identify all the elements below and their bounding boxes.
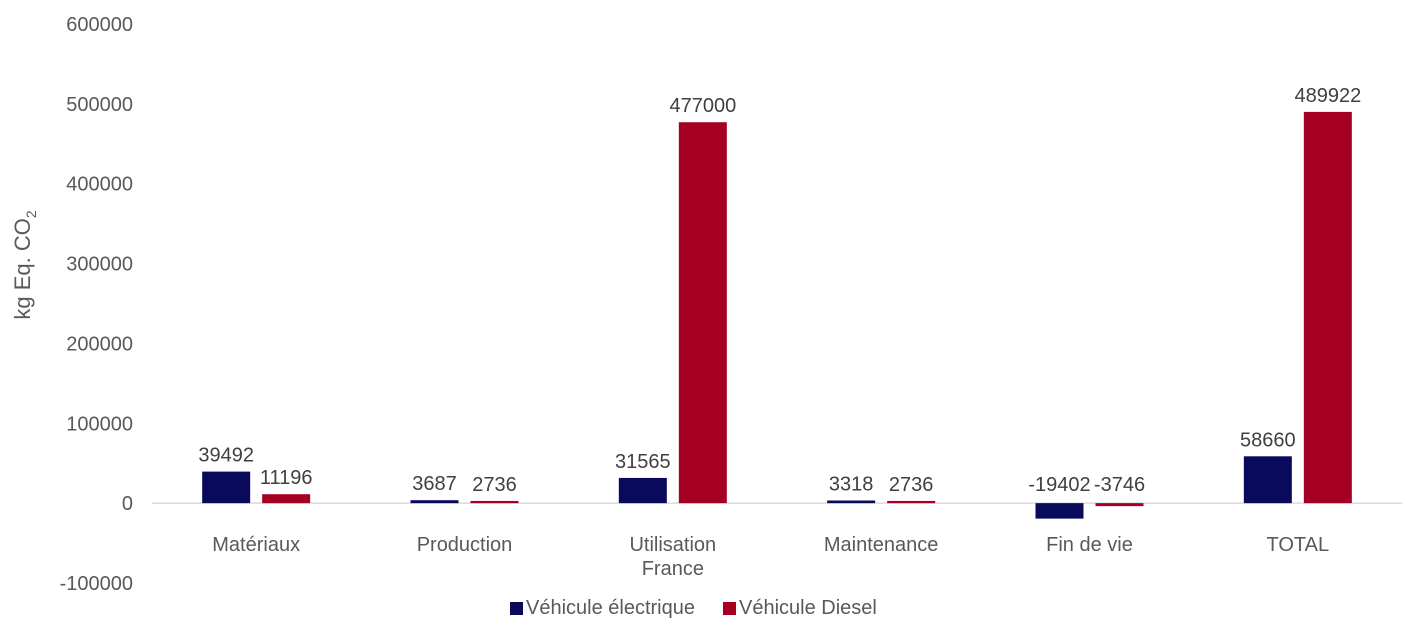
bar	[618, 477, 667, 504]
legend-label: Véhicule Diesel	[739, 597, 877, 619]
x-tick-label: Utilisation	[629, 534, 716, 556]
data-label: 489922	[1294, 85, 1361, 107]
y-tick-label: 100000	[66, 413, 133, 435]
legend: Véhicule électrique Véhicule Diesel	[510, 597, 877, 619]
y-tick-label: 600000	[66, 14, 133, 36]
data-label: 3687	[412, 473, 457, 495]
bar	[410, 500, 459, 504]
legend-swatch	[723, 602, 736, 615]
y-tick-label: -100000	[60, 573, 133, 595]
y-axis-title: kg Eq. CO2	[10, 210, 39, 319]
y-tick-label: 0	[122, 493, 133, 515]
y-axis-ticks: 600000 500000 400000 300000 200000 100000 0 -10…	[60, 14, 133, 595]
bar	[827, 500, 876, 504]
bar	[262, 494, 311, 504]
data-label: -3746	[1094, 474, 1145, 496]
bar	[678, 122, 727, 504]
data-label: -19402	[1028, 474, 1090, 496]
x-tick-label: France	[642, 558, 704, 580]
y-tick-label: 200000	[66, 333, 133, 355]
data-labels: 39492 11196 3687 2736 31565 477000 3318 2736 -19…	[198, 85, 1361, 496]
data-label: 3318	[829, 473, 874, 495]
data-label: 2736	[889, 474, 934, 496]
y-axis-title-subscript: 2	[23, 210, 39, 218]
bar	[887, 500, 936, 504]
x-tick-label: Matériaux	[212, 534, 300, 556]
data-label: 31565	[615, 451, 671, 473]
bar	[1243, 456, 1292, 504]
bar	[1303, 111, 1352, 504]
legend-swatch	[510, 602, 523, 615]
y-tick-label: 300000	[66, 254, 133, 276]
y-tick-label: 400000	[66, 174, 133, 196]
x-tick-label: Fin de vie	[1046, 534, 1133, 556]
data-label: 11196	[260, 467, 313, 489]
x-tick-label: Production	[417, 534, 513, 556]
data-label: 58660	[1240, 429, 1296, 451]
bars	[202, 111, 1352, 519]
legend-label: Véhicule électrique	[526, 597, 695, 619]
bar	[470, 500, 519, 504]
bar	[1095, 503, 1144, 507]
x-tick-label: Maintenance	[824, 534, 939, 556]
bar	[202, 471, 251, 504]
y-tick-label: 500000	[66, 94, 133, 116]
x-tick-label: TOTAL	[1267, 534, 1330, 556]
data-label: 477000	[669, 95, 736, 117]
data-label: 39492	[198, 445, 254, 467]
y-axis-title-text: kg Eq. CO	[10, 218, 35, 319]
data-label: 2736	[472, 474, 517, 496]
bar	[1035, 503, 1084, 519]
